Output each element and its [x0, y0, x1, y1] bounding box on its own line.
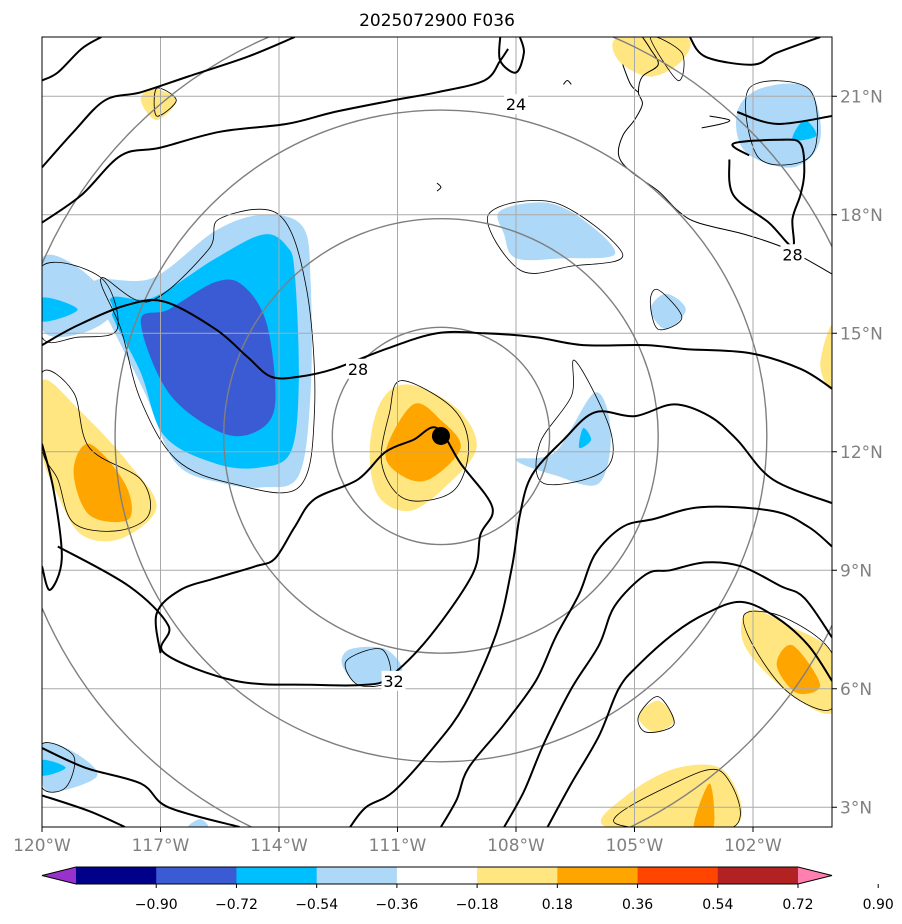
longitude-tick-label: 117°W	[132, 836, 190, 856]
longitude-tick-label: 120°W	[13, 836, 71, 856]
colorbar-segment	[317, 867, 398, 884]
colorbar-tick-label: 0.18	[542, 897, 573, 913]
colorbar-segment	[236, 867, 317, 884]
colorbar-segment	[76, 867, 157, 884]
colorbar-tick-label: −0.90	[135, 897, 178, 913]
colorbar-tick-label: −0.36	[375, 897, 418, 913]
colorbar: −0.90 −0.72 −0.54 −0.36 −0.18 0.18 0.36 0.54 0.7…	[42, 867, 894, 913]
latitude-tick-label: 18°N	[840, 206, 883, 226]
storm-center-marker	[432, 427, 450, 445]
colorbar-tick-label: −0.54	[295, 897, 338, 913]
longitude-tick-label: 111°W	[369, 836, 427, 856]
colorbar-tick-label: 0.72	[782, 897, 813, 913]
colorbar-tick-label: −0.72	[215, 897, 258, 913]
longitude-tick-label: 108°W	[487, 836, 545, 856]
colorbar-tick-label: 0.54	[702, 897, 733, 913]
contour-label: 32	[383, 672, 403, 691]
contour-label: 24	[506, 95, 526, 114]
colorbar-segment	[557, 867, 638, 884]
latitude-tick-label: 6°N	[840, 680, 872, 700]
latitude-axis: 3°N 6°N 9°N 12°N 15°N 18°N 21°N	[832, 87, 883, 818]
colorbar-tick-label: 0.36	[622, 897, 653, 913]
latitude-tick-label: 9°N	[840, 561, 872, 581]
longitude-tick-label: 114°W	[250, 836, 308, 856]
latitude-tick-label: 12°N	[840, 443, 883, 463]
colorbar-extend-low	[42, 867, 76, 884]
latitude-tick-label: 21°N	[840, 87, 883, 107]
colorbar-segment	[397, 867, 478, 884]
contour-label: 28	[782, 245, 802, 264]
contour-label: 28	[348, 360, 368, 379]
colorbar-segment	[718, 867, 799, 884]
colorbar-tick-label: −0.18	[456, 897, 499, 913]
latitude-tick-label: 15°N	[840, 324, 883, 344]
colorbar-segment	[638, 867, 719, 884]
longitude-tick-label: 102°W	[724, 836, 782, 856]
longitude-axis: 120°W 117°W 114°W 111°W 108°W 105°W 102°W	[13, 827, 782, 856]
colorbar-segment	[156, 867, 237, 884]
storm-center-layer	[432, 427, 450, 445]
chart-title: 2025072900 F036	[359, 11, 515, 31]
latitude-tick-label: 3°N	[840, 798, 872, 818]
longitude-tick-label: 105°W	[606, 836, 664, 856]
colorbar-segment	[477, 867, 558, 884]
colorbar-extend-high	[798, 867, 832, 884]
colorbar-tick-label: 0.90	[863, 897, 894, 913]
